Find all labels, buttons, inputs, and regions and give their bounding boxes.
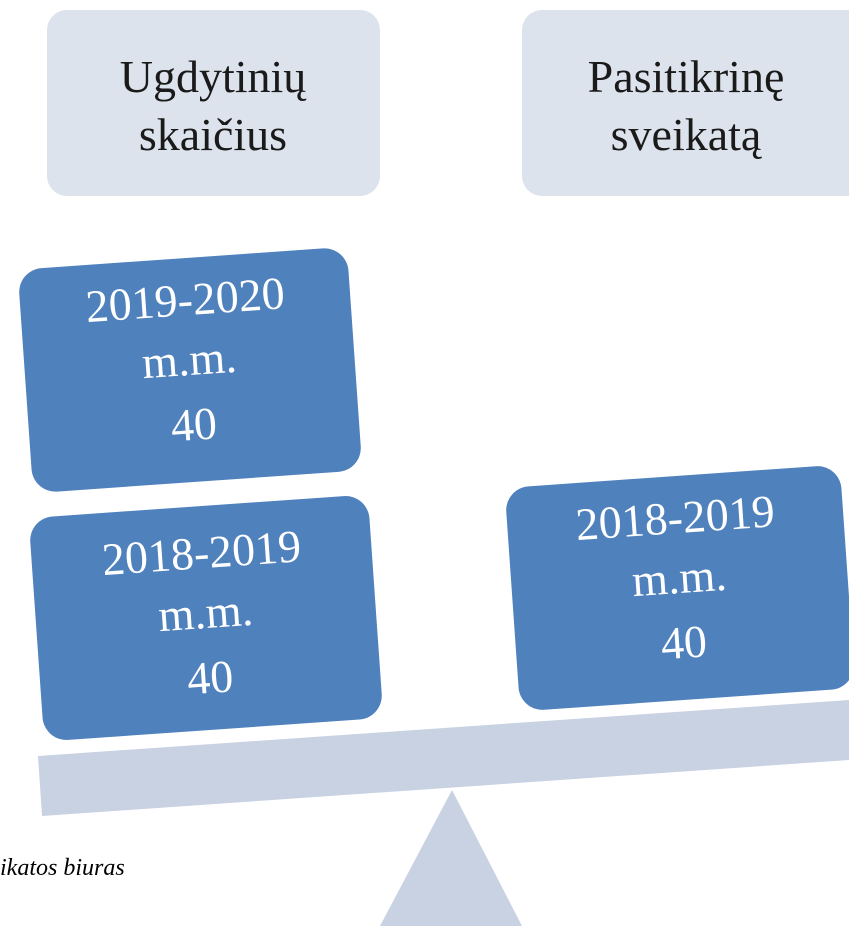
box-text: 40 [169, 397, 218, 451]
header-text: Ugdytinių [120, 51, 308, 102]
value-box: 2018-2019 m.m. 40 [506, 466, 849, 710]
box-text: m.m. [630, 549, 728, 606]
header-text: Pasitikrinę [588, 51, 785, 102]
box-text: 40 [185, 650, 234, 704]
caption: ikatos biuras [0, 855, 125, 881]
box-shape [19, 248, 361, 492]
value-box: 2019-2020 m.m. 40 [19, 248, 361, 492]
header-box [47, 10, 380, 196]
value-box: 2018-2019 m.m. 40 [30, 496, 382, 740]
header-text: skaičius [139, 109, 287, 160]
header-text: sveikatą [611, 109, 762, 160]
header-box [522, 10, 849, 196]
fulcrum [380, 790, 522, 926]
box-shape [506, 466, 849, 710]
beam [38, 700, 849, 816]
box-text: 40 [659, 615, 708, 669]
box-text: m.m. [140, 331, 238, 388]
box-shape [30, 496, 382, 740]
box-text: m.m. [157, 584, 255, 641]
